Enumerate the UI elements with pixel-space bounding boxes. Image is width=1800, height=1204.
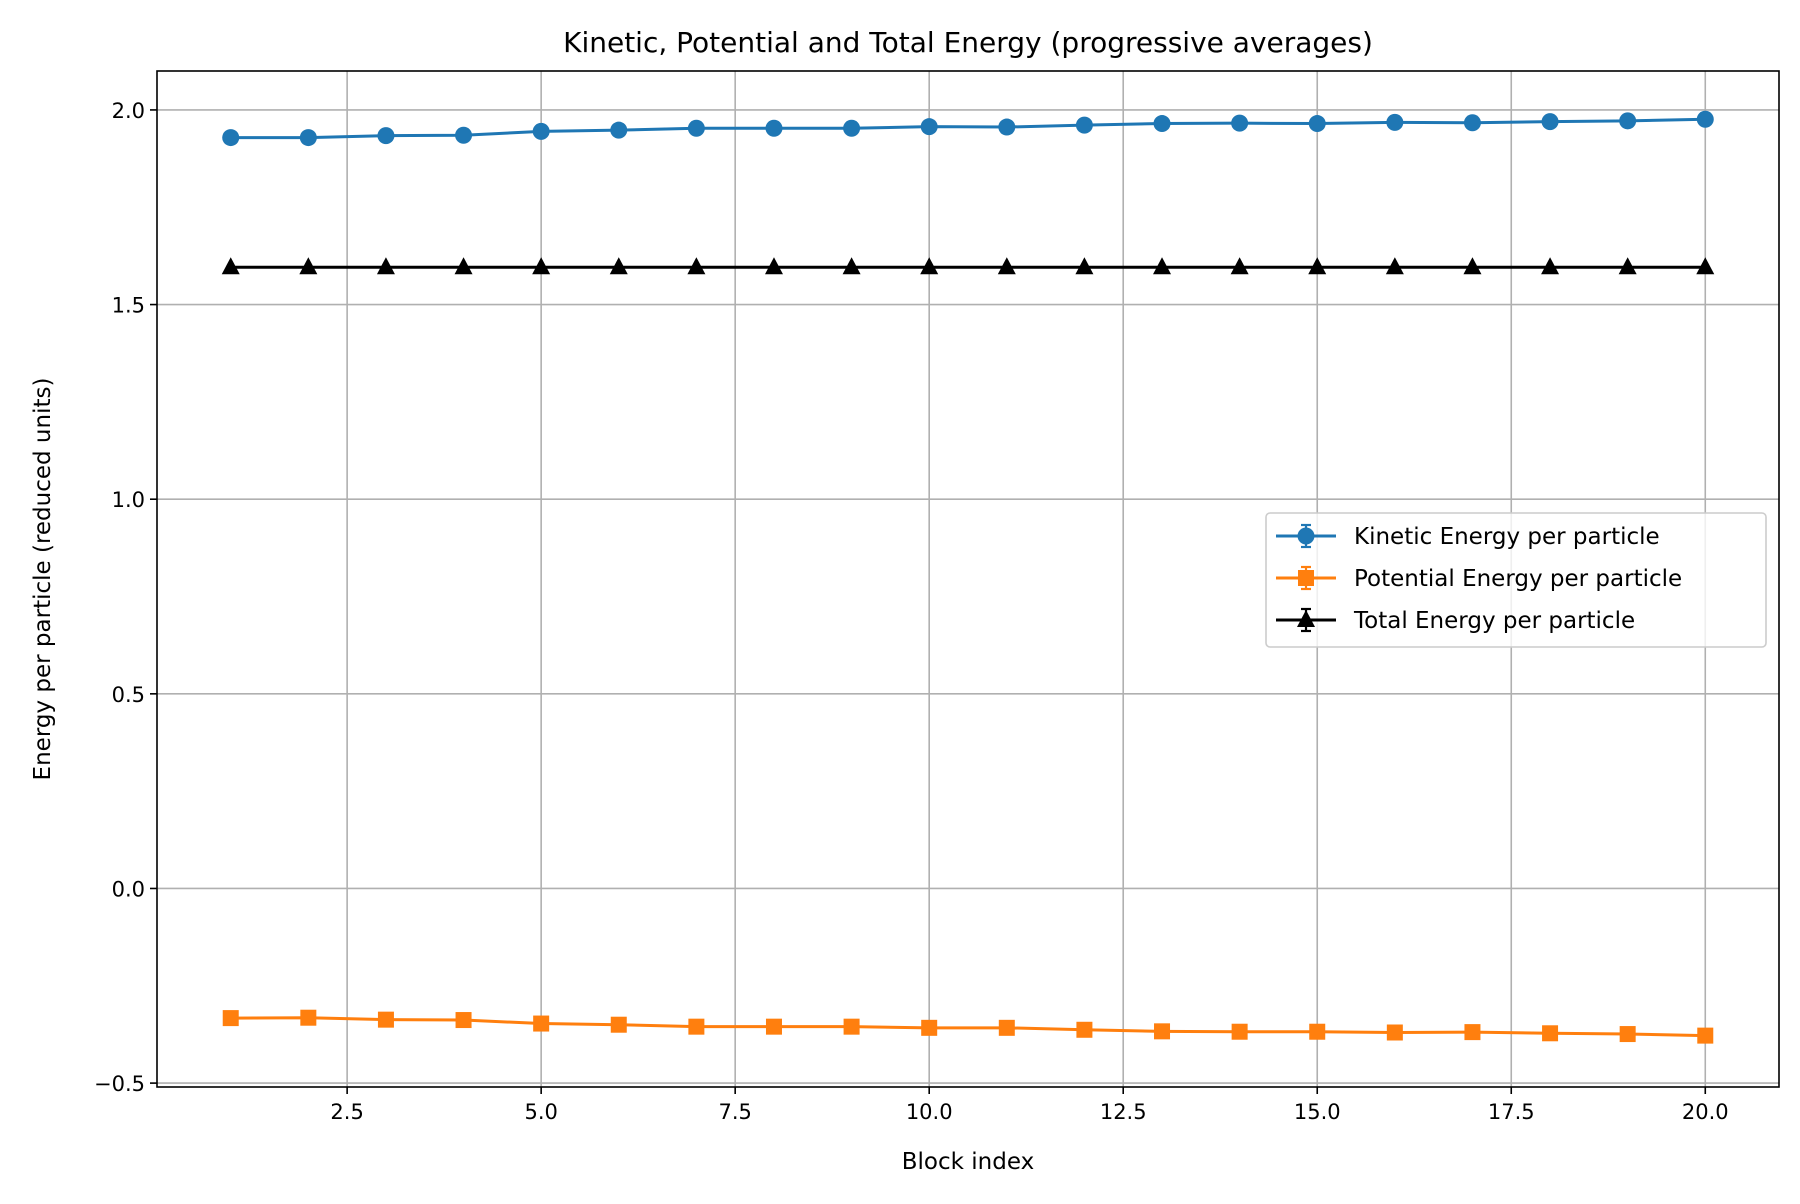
data-point (455, 1012, 472, 1029)
legend: Kinetic Energy per particle Potential Ene… (1265, 512, 1767, 648)
data-point (1154, 1023, 1171, 1040)
data-point (688, 1018, 705, 1035)
grid (157, 71, 1779, 1087)
series-line (230, 117, 1706, 140)
x-tick-label: 12.5 (1100, 1100, 1147, 1124)
data-point (300, 1009, 317, 1026)
series-triangle-group (221, 257, 1715, 275)
y-tick-label: −0.5 (94, 1072, 145, 1096)
legend-label: Kinetic Energy per particle (1354, 524, 1660, 550)
legend-label: Potential Energy per particle (1354, 566, 1682, 592)
data-point (842, 257, 861, 275)
data-point (1230, 257, 1249, 275)
chart-title: Kinetic, Potential and Total Energy (pro… (563, 26, 1373, 59)
data-point (609, 257, 628, 275)
data-point (532, 122, 550, 140)
data-point (1385, 257, 1404, 275)
data-point (1153, 257, 1172, 275)
series-line (230, 1016, 1706, 1038)
data-point (920, 257, 939, 275)
data-point (376, 257, 395, 275)
legend-entry: Potential Energy per particle (1276, 565, 1682, 592)
x-tick-label: 15.0 (1294, 1100, 1341, 1124)
data-point (998, 1019, 1015, 1036)
data-point (221, 257, 240, 275)
series-circle-group (222, 110, 1714, 147)
data-point (1308, 257, 1327, 275)
series-square-group (222, 1009, 1714, 1044)
data-point (1231, 1023, 1248, 1040)
legend-label: Total Energy per particle (1353, 608, 1635, 634)
data-point (997, 257, 1016, 275)
data-point (299, 129, 317, 147)
x-tick-label: 20.0 (1682, 1100, 1729, 1124)
y-tick-label: 1.0 (112, 488, 145, 512)
data-point (1464, 1024, 1481, 1041)
data-point (1309, 1023, 1326, 1040)
data-point (920, 118, 938, 136)
data-point (299, 257, 318, 275)
x-axis-label: Block index (902, 1149, 1034, 1175)
data-point (843, 1018, 860, 1035)
data-point (1541, 257, 1560, 275)
data-point (1386, 1024, 1403, 1041)
data-point (1463, 114, 1481, 132)
data-point (222, 1010, 239, 1027)
legend-box (1265, 512, 1767, 648)
data-point (1696, 110, 1714, 128)
data-point (610, 1016, 627, 1033)
data-point (1076, 1021, 1093, 1038)
data-point (1542, 1025, 1559, 1042)
data-point (1696, 257, 1715, 275)
data-point (687, 119, 705, 137)
data-point (377, 127, 395, 145)
data-point (1075, 116, 1093, 134)
data-point (1463, 257, 1482, 275)
x-tick-label: 5.0 (524, 1100, 557, 1124)
data-point (1619, 1026, 1636, 1043)
data-point (998, 118, 1016, 136)
data-point (1697, 1027, 1714, 1044)
y-tick-label: 1.5 (112, 294, 145, 318)
data-point (1386, 113, 1404, 131)
y-tick-label: 0.0 (112, 877, 145, 901)
legend-entry: Kinetic Energy per particle (1276, 523, 1660, 550)
data-point (1075, 257, 1094, 275)
data-point (765, 119, 783, 137)
legend-marker (1297, 527, 1315, 545)
data-point (532, 257, 551, 275)
data-point (533, 1015, 550, 1032)
data-point (610, 121, 628, 139)
data-point (1541, 113, 1559, 131)
y-tick-label: 0.5 (112, 683, 145, 707)
data-point (1153, 115, 1171, 133)
data-point (1618, 257, 1637, 275)
data-point (454, 257, 473, 275)
legend-entry: Total Energy per particle (1276, 607, 1635, 634)
data-point (921, 1019, 938, 1036)
plot-frame (156, 70, 1780, 1088)
legend-marker (1298, 570, 1314, 586)
data-point (1231, 114, 1249, 132)
x-tick-label: 2.5 (330, 1100, 363, 1124)
data-point (222, 129, 240, 147)
x-tick-label: 7.5 (718, 1100, 751, 1124)
data-point (764, 257, 783, 275)
series-lines (221, 110, 1715, 1044)
x-tick-label: 17.5 (1488, 1100, 1535, 1124)
data-point (1619, 112, 1637, 130)
data-point (843, 119, 861, 137)
x-tick-label: 10.0 (906, 1100, 953, 1124)
data-point (687, 257, 706, 275)
data-point (1308, 115, 1326, 133)
legend-marker (1297, 610, 1315, 627)
y-tick-label: 2.0 (112, 99, 145, 123)
data-point (377, 1011, 394, 1028)
y-axis-label: Energy per particle (reduced units) (30, 378, 56, 781)
data-point (765, 1018, 782, 1035)
axis-ticks: 2.5 5.0 7.5 10.0 12.5 15.0 17.5 20.0 −0.5 0.0 0.5 1… (94, 99, 1729, 1124)
data-point (455, 126, 473, 144)
